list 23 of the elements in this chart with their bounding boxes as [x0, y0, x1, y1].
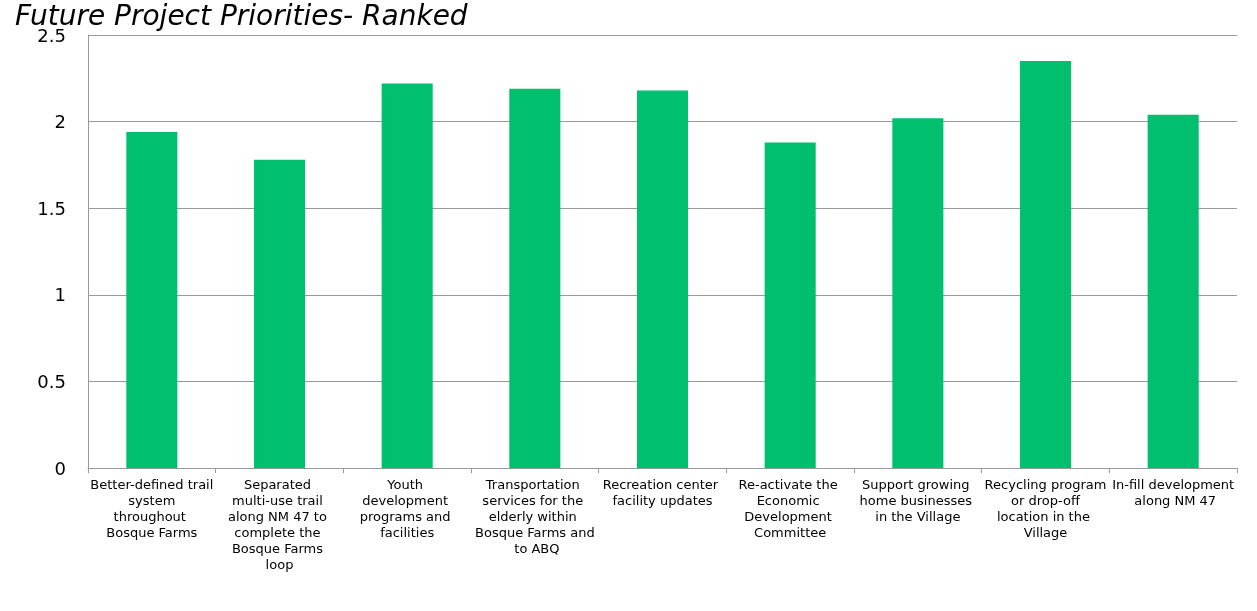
- x-tick-label: Recycling program or drop-off location in the Village: [984, 476, 1107, 540]
- bar: [1147, 114, 1199, 468]
- x-tick-label: Youth development programs and facilities: [359, 476, 455, 540]
- x-tick-label: Better-defined trail system throughout Bosque Farms: [90, 476, 214, 540]
- y-tick-label: 0: [54, 457, 66, 479]
- x-tick-label: In-fill development along NM 47: [1112, 476, 1235, 508]
- bar: [253, 159, 306, 468]
- y-tick-label: 0.5: [37, 370, 66, 392]
- bar: [509, 88, 561, 468]
- y-tick-label: 2: [54, 111, 66, 133]
- bar: [126, 131, 178, 468]
- bar: [1019, 60, 1072, 468]
- x-tick-label: Support growing home businesses in the Village: [859, 476, 977, 524]
- x-tick-label: Re-activate the Economic Development Committee: [738, 476, 842, 540]
- x-tick-label: Separated multi-use trail along NM 47 to complete the Bosque Farms loop: [227, 476, 332, 572]
- bar: [764, 142, 816, 468]
- x-tick-label: Recreation center facility updates: [602, 476, 723, 508]
- bar: [381, 83, 433, 468]
- bar: [892, 118, 944, 468]
- y-tick-label: 1: [54, 284, 66, 306]
- y-tick-label: 1.5: [37, 197, 66, 219]
- x-tick-label: Transportation services for the elderly within Bosque Farms and to ABQ: [475, 476, 595, 556]
- bar: [636, 90, 689, 468]
